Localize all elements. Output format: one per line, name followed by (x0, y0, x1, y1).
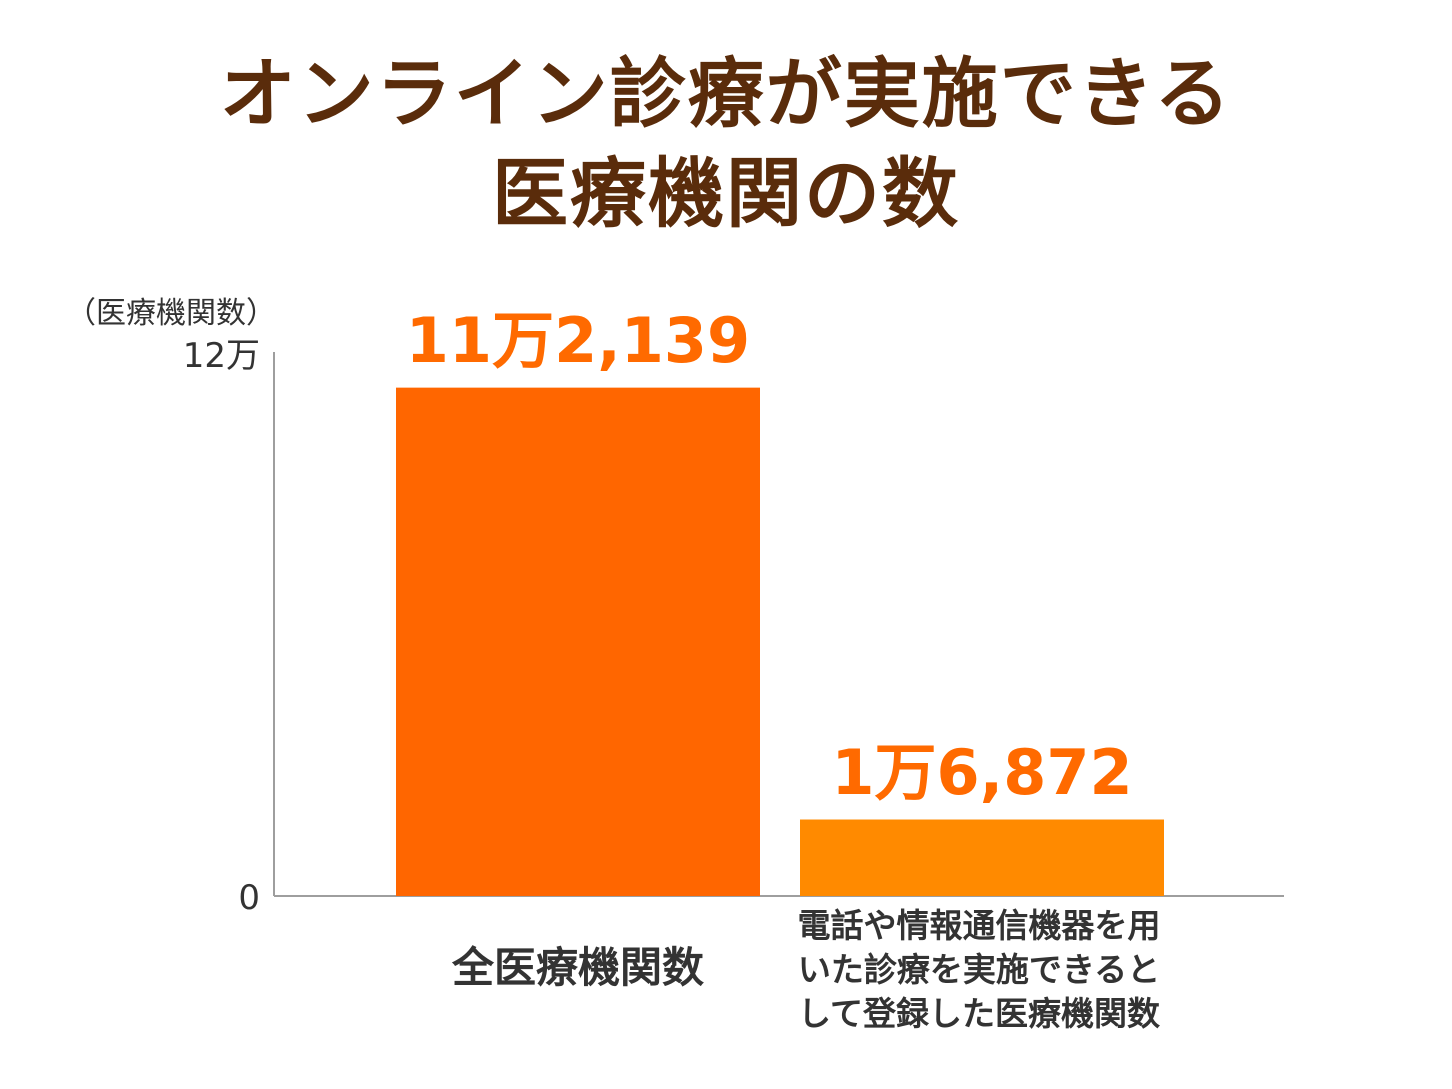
bar-value-label: 11万2,139 (405, 303, 751, 377)
y-tick-label-zero: 0 (238, 878, 260, 918)
x-category-label-line: して登録した医療機関数 (797, 994, 1160, 1033)
bar-registered-online-institutions (800, 819, 1164, 896)
bar-all-medical-institutions (396, 387, 760, 896)
x-category-label-line: いた診療を実施できると (797, 950, 1161, 989)
x-category-label: 全医療機関数 (396, 940, 760, 996)
x-category-label-line: 電話や情報通信機器を用 (797, 906, 1161, 945)
bar-value-label: 1万6,872 (831, 735, 1133, 809)
y-tick-label-max: 12万 (182, 336, 260, 376)
chart-title-line-2: 医療機関の数 (492, 149, 960, 238)
x-category-label: 電話や情報通信機器を用 いた診療を実施できると して登録した医療機関数 (772, 904, 1186, 1036)
y-axis-unit-label: （医療機関数） (66, 296, 276, 331)
x-category-label-line: 全医療機関数 (451, 943, 704, 992)
chart-title-line-1: オンライン診療が実施できる (219, 49, 1233, 138)
